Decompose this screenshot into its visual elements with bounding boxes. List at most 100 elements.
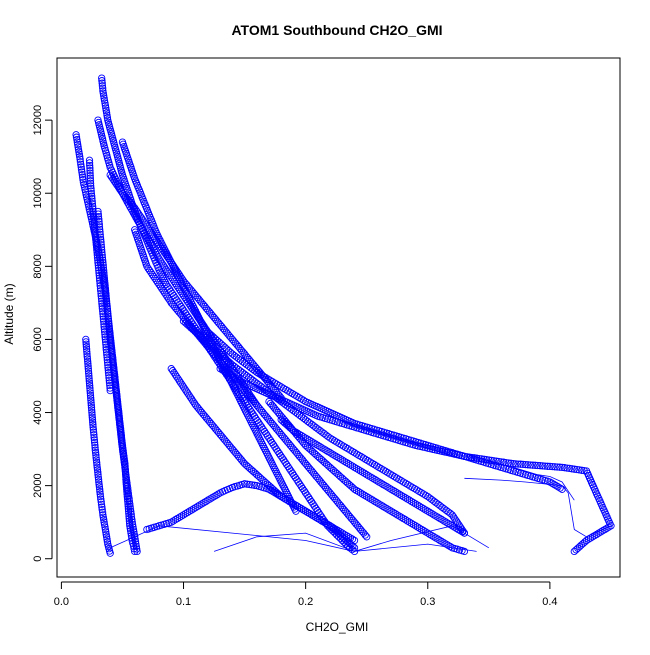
data-point [99, 312, 107, 321]
data-point [76, 153, 84, 161]
data-point [99, 513, 107, 521]
data-point [188, 506, 196, 514]
data-point [92, 243, 101, 251]
data-point [92, 236, 100, 244]
data-point [119, 448, 127, 456]
data-point [568, 465, 576, 473]
data-point [418, 525, 426, 534]
data-point [89, 428, 98, 436]
data-point [83, 350, 91, 358]
data-point [322, 446, 330, 454]
data-point [98, 503, 106, 511]
data-point [393, 489, 401, 497]
data-point [367, 473, 375, 481]
data-point [348, 545, 356, 554]
data-point [78, 170, 86, 179]
data-point [336, 528, 344, 536]
data-point [102, 109, 111, 117]
data-point [97, 498, 105, 506]
data-point [367, 495, 375, 503]
data-point [101, 338, 110, 346]
y-tick-label: 0 [32, 556, 44, 562]
data-point [92, 238, 100, 246]
data-point [87, 404, 96, 412]
data-point [285, 497, 294, 506]
data-point [558, 485, 566, 493]
data-point [250, 481, 259, 489]
data-point [106, 384, 114, 392]
data-point [460, 529, 469, 537]
data-point [551, 463, 559, 471]
data-point [289, 427, 298, 435]
data-point [102, 106, 110, 115]
data-point [96, 279, 104, 287]
data-point [98, 505, 106, 514]
data-point [83, 347, 91, 356]
data-point [103, 358, 112, 367]
data-point [89, 421, 97, 429]
data-point [350, 463, 359, 472]
data-point [413, 523, 422, 531]
data-point [116, 421, 124, 429]
data-point [114, 406, 122, 414]
data-point [122, 474, 130, 482]
data-point [318, 517, 326, 525]
y-tick-label: 4000 [32, 400, 44, 424]
data-point [95, 274, 104, 282]
data-point [83, 355, 92, 363]
data-point [93, 466, 102, 474]
data-point [369, 474, 377, 482]
data-point [116, 425, 124, 434]
data-point [88, 411, 96, 419]
data-point [76, 155, 84, 163]
data-point [96, 282, 104, 290]
data-point [98, 74, 106, 82]
data-point [395, 490, 403, 498]
data-point [459, 527, 467, 535]
data-point [109, 365, 118, 373]
data-point [105, 371, 113, 379]
data-point [103, 535, 111, 543]
data-point [89, 418, 97, 426]
data-point [132, 540, 140, 548]
data-point [301, 507, 310, 515]
data-point [140, 229, 149, 237]
data-point [87, 396, 95, 404]
data-point [607, 522, 615, 530]
data-point [432, 512, 440, 520]
data-point [373, 499, 381, 507]
data-point [314, 514, 322, 523]
data-point [591, 531, 599, 540]
data-point [516, 460, 525, 468]
data-point [90, 433, 98, 442]
data-point [407, 519, 416, 528]
data-point [110, 374, 119, 383]
data-point [84, 362, 92, 370]
data-point [391, 509, 399, 518]
data-point [117, 438, 126, 446]
data-point [413, 501, 422, 509]
data-point [133, 545, 141, 553]
data-point [546, 478, 554, 486]
data-point [128, 518, 136, 526]
data-point [350, 536, 359, 545]
data-point [442, 518, 450, 526]
data-point [123, 198, 131, 206]
data-point [96, 276, 104, 285]
data-point [269, 488, 277, 496]
data-point [90, 220, 99, 228]
data-point [356, 489, 365, 497]
data-point [88, 200, 97, 208]
data-point [430, 533, 438, 541]
data-point [377, 501, 385, 509]
data-point [102, 528, 110, 536]
data-point [320, 445, 328, 453]
data-point [454, 525, 462, 534]
data-point [125, 495, 133, 503]
data-point [87, 182, 95, 190]
data-point [125, 492, 133, 500]
data-point [100, 322, 108, 331]
data-point [316, 442, 324, 451]
plot-frame [56, 57, 621, 578]
data-point [531, 461, 539, 469]
